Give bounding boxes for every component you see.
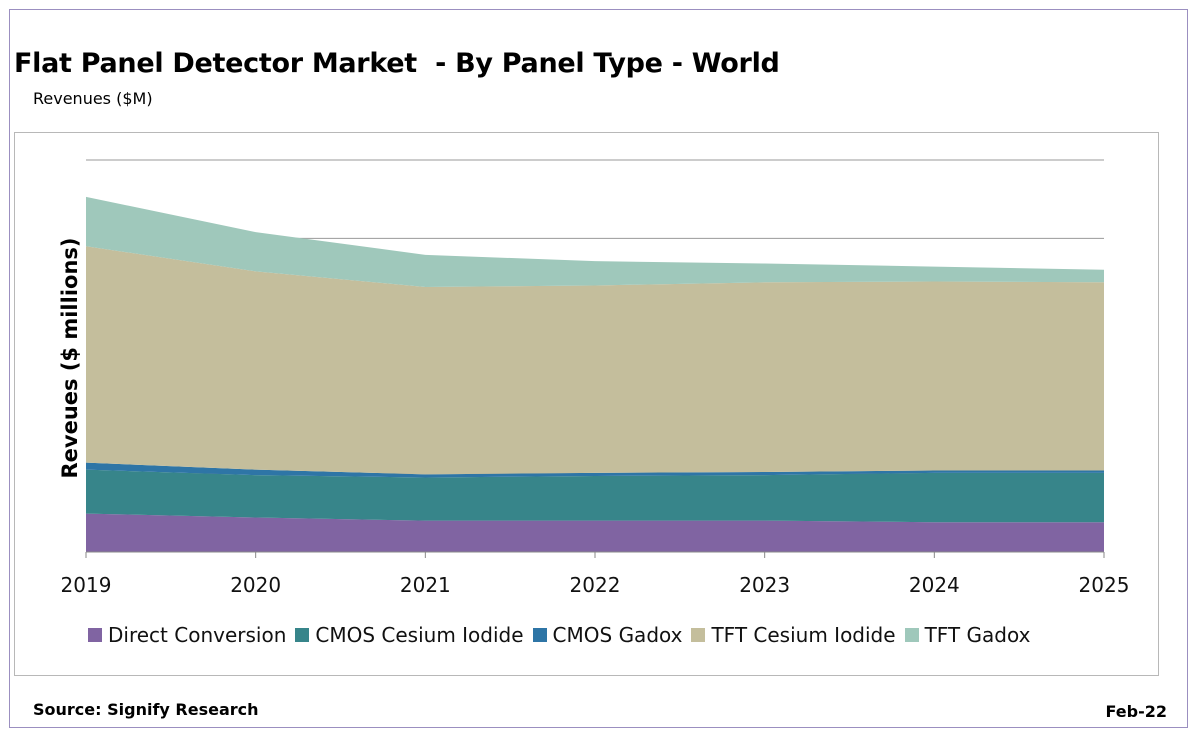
legend-swatch: [691, 628, 706, 642]
area-cmos-cesium-iodide: [86, 469, 1104, 523]
legend-swatch: [88, 628, 102, 642]
x-tick-label: 2024: [909, 573, 960, 597]
legend: Direct Conversion CMOS Cesium Iodide CMOS …: [88, 623, 1039, 647]
date-note: Feb-22: [1105, 702, 1168, 721]
x-tick-label: 2023: [739, 573, 790, 597]
area-tft-gadox: [86, 196, 1104, 288]
legend-label: Direct Conversion: [108, 623, 287, 647]
chart-title: Flat Panel Detector Market - By Panel Ty…: [14, 48, 780, 79]
plot-area-border: [14, 132, 1159, 676]
legend-label: CMOS Cesium Iodide: [315, 623, 524, 647]
x-tick-label: 2025: [1079, 573, 1130, 597]
x-tick-label: 2020: [230, 573, 281, 597]
legend-item: Direct Conversion: [88, 623, 286, 647]
legend-swatch: [532, 628, 547, 642]
area-cmos-gadox: [86, 462, 1104, 478]
source-note: Source: Signify Research: [33, 700, 259, 719]
legend-item: TFT Gadox: [904, 623, 1031, 647]
legend-item: CMOS Cesium Iodide: [295, 623, 524, 647]
legend-label: TFT Gadox: [924, 623, 1031, 647]
series-areas: [86, 196, 1104, 552]
legend-item: CMOS Gadox: [532, 623, 683, 647]
x-ticks: 2019 2020 2021 2022 2023 2024 2025: [61, 552, 1130, 597]
area-direct-conversion: [86, 513, 1104, 552]
x-tick-label: 2021: [400, 573, 451, 597]
x-tick-label: 2022: [570, 573, 621, 597]
y-axis-label: Reveues ($ millions): [58, 237, 82, 478]
legend-swatch: [295, 628, 310, 642]
legend-label: TFT Cesium Iodide: [711, 623, 896, 647]
legend-item: TFT Cesium Iodide: [691, 623, 896, 647]
x-tick-label: 2019: [61, 573, 112, 597]
legend-label: CMOS Gadox: [552, 623, 683, 647]
chart-frame: [9, 9, 1188, 728]
area-tft-cesium-iodide: [86, 246, 1104, 475]
chart-subtitle: Revenues ($M): [33, 89, 153, 108]
legend-swatch: [904, 628, 919, 642]
